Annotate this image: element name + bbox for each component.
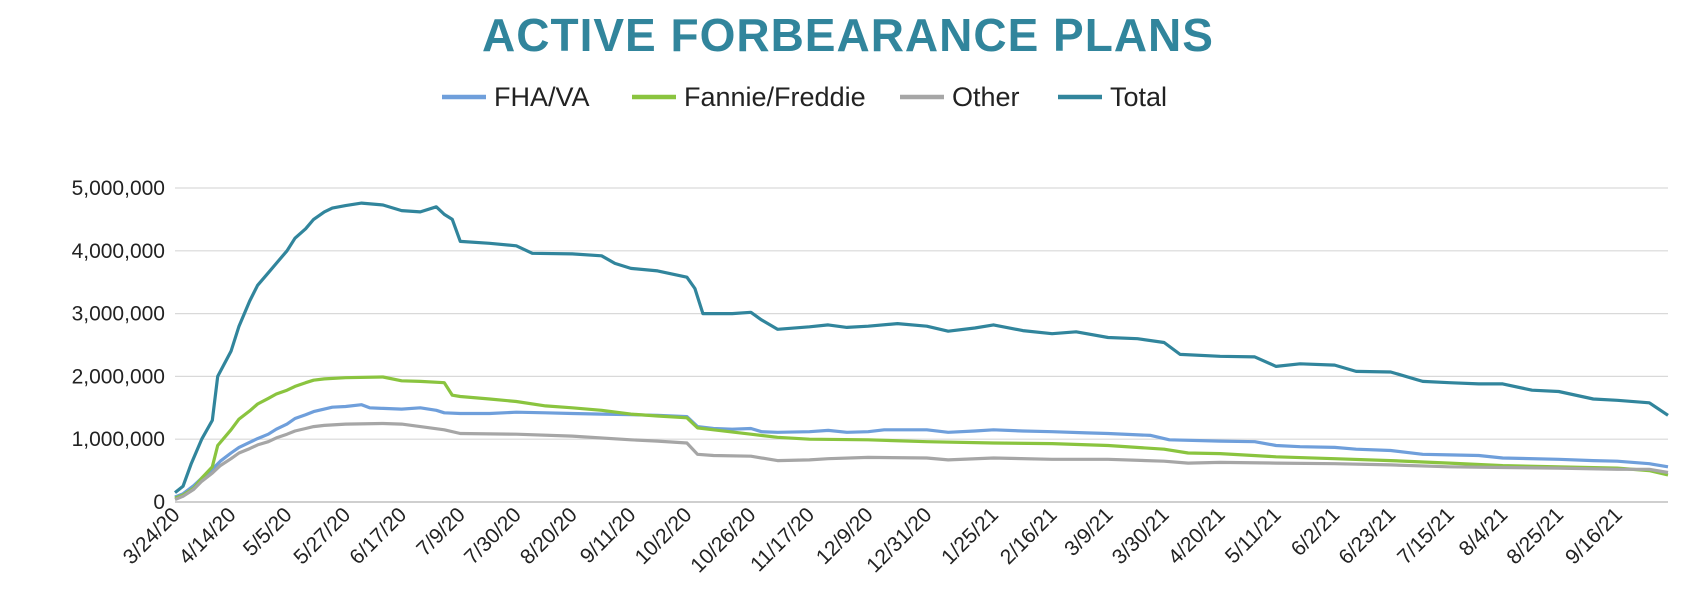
x-tick-label: 12/31/20 [862, 503, 936, 577]
legend: FHA/VA Fannie/Freddie Other Total [442, 82, 1167, 112]
x-tick-label: 9/16/21 [1561, 503, 1627, 569]
x-tick-label: 6/17/20 [345, 503, 411, 569]
x-tick-label: 2/16/21 [996, 503, 1062, 569]
x-tick-label: 6/23/21 [1334, 503, 1400, 569]
x-tick-label: 3/30/21 [1108, 503, 1174, 569]
x-tick-label: 5/11/21 [1221, 503, 1286, 568]
x-tick-label: 1/25/21 [937, 503, 1003, 569]
x-tick-label: 3/24/20 [119, 503, 185, 569]
legend-item-total: Total [1058, 82, 1167, 112]
legend-label: Fannie/Freddie [684, 82, 866, 112]
series-line-total [174, 201, 1669, 494]
x-tick-label: 4/14/20 [175, 503, 241, 569]
x-tick-label: 9/11/20 [576, 503, 641, 568]
legend-item-fannie-freddie: Fannie/Freddie [632, 82, 866, 112]
gridlines [175, 187, 1668, 503]
x-tick-label: 7/15/21 [1393, 503, 1459, 569]
x-tick-label: 10/2/20 [631, 503, 697, 569]
x-tick-label: 5/5/20 [239, 503, 297, 561]
y-tick-label: 2,000,000 [72, 365, 165, 388]
series-line-fannie-freddie [174, 375, 1669, 500]
x-tick-label: 7/30/20 [460, 503, 526, 569]
y-tick-label: 4,000,000 [72, 240, 165, 263]
series-line-other [174, 421, 1669, 501]
y-tick-label: 5,000,000 [72, 177, 165, 200]
y-tick-label: 3,000,000 [72, 303, 165, 326]
legend-item-other: Other [900, 82, 1020, 112]
y-tick-label: 1,000,000 [72, 428, 165, 451]
x-tick-label: 11/17/20 [746, 503, 819, 576]
x-axis: 3/24/204/14/205/5/205/27/206/17/20 7/9/20… [119, 503, 1627, 577]
legend-item-fha-va: FHA/VA [442, 82, 590, 112]
legend-label: FHA/VA [494, 82, 590, 112]
y-tick-label: 0 [153, 491, 165, 514]
plot-area [174, 201, 1669, 501]
chart-title: ACTIVE FORBEARANCE PLANS [482, 9, 1214, 61]
x-tick-label: 8/20/20 [516, 503, 582, 569]
x-tick-label: 8/25/21 [1502, 503, 1568, 569]
x-tick-label: 5/27/20 [289, 503, 355, 569]
legend-label: Total [1110, 82, 1167, 112]
x-tick-label: 4/20/21 [1164, 503, 1230, 569]
series-line-fha-va [174, 403, 1669, 499]
legend-label: Other [952, 82, 1020, 112]
y-axis: 0 1,000,000 2,000,000 3,000,000 4,000,000 5,0… [72, 177, 165, 514]
x-tick-label: 10/26/20 [686, 503, 760, 577]
